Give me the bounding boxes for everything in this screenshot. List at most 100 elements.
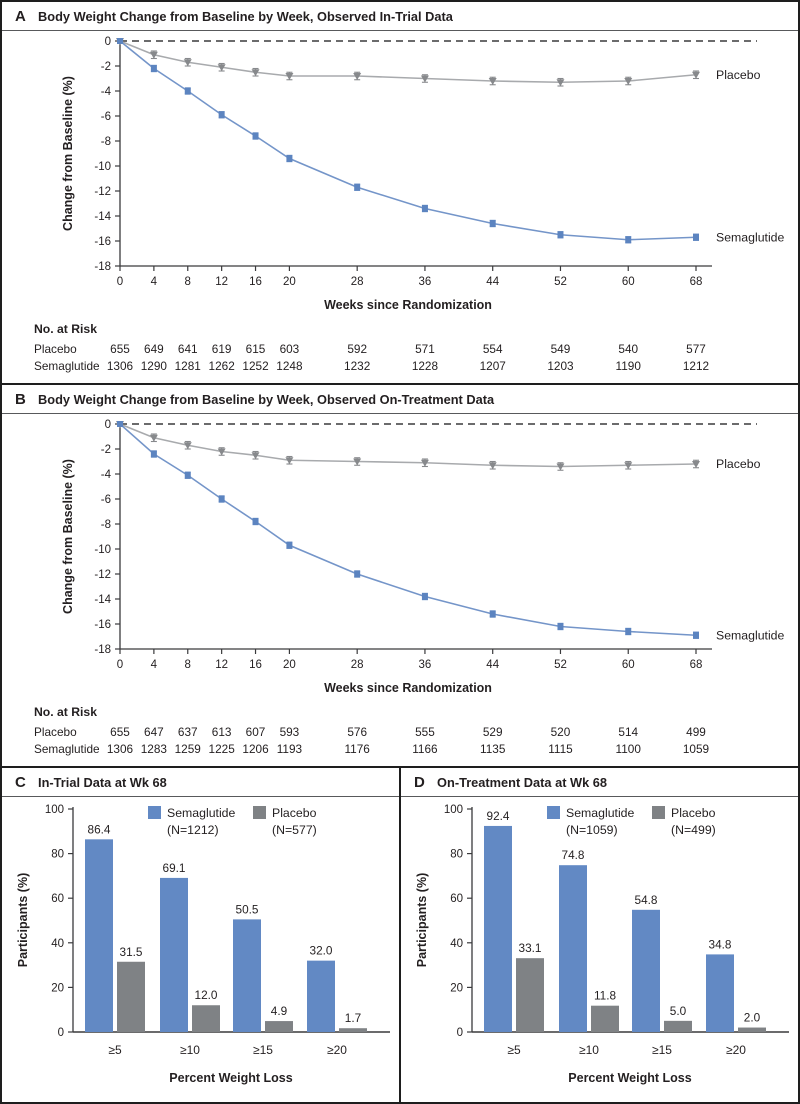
- x-axis-title: Weeks since Randomization: [324, 681, 492, 695]
- x-tick-label: 44: [486, 276, 499, 288]
- x-axis-title: Percent Weight Loss: [568, 1071, 691, 1085]
- risk-value: 540: [618, 342, 638, 356]
- semaglutide-bar: [160, 878, 188, 1032]
- y-tick-label: -16: [94, 236, 111, 248]
- y-tick-label: 20: [450, 982, 463, 994]
- semaglutide-marker: [490, 611, 496, 617]
- bottom-row: C In-Trial Data at Wk 68 02040608010086.…: [2, 768, 798, 1102]
- semaglutide-marker: [219, 496, 225, 502]
- risk-value: 1283: [141, 742, 168, 756]
- risk-value: 613: [212, 725, 232, 739]
- legend-placebo-swatch: [253, 806, 266, 819]
- risk-value: 655: [110, 725, 130, 739]
- y-tick-label: -6: [101, 111, 111, 123]
- y-axis-title: Participants (%): [16, 873, 30, 967]
- y-tick-label: 80: [51, 849, 64, 861]
- panel-d-title-text: On-Treatment Data at Wk 68: [437, 775, 607, 790]
- semaglutide-marker: [625, 629, 631, 635]
- x-tick-label: 28: [351, 659, 364, 671]
- y-tick-label: 80: [450, 849, 463, 861]
- risk-table-header: No. at Risk: [34, 705, 97, 719]
- category-label: ≥20: [726, 1043, 746, 1057]
- x-tick-label: 44: [486, 659, 499, 671]
- y-tick-label: -2: [101, 444, 111, 456]
- risk-value: 1190: [616, 359, 642, 373]
- legend-semaglutide-swatch: [547, 806, 560, 819]
- risk-value: 593: [280, 725, 300, 739]
- legend-semaglutide-n: (N=1059): [566, 823, 618, 837]
- risk-value: 1306: [107, 742, 134, 756]
- category-label: ≥5: [507, 1043, 521, 1057]
- risk-value: 637: [178, 725, 198, 739]
- placebo-bar: [265, 1021, 293, 1032]
- placebo-series-line: [120, 424, 696, 467]
- placebo-bar: [591, 1006, 619, 1032]
- risk-value: 1248: [276, 359, 303, 373]
- x-tick-label: 52: [554, 276, 567, 288]
- legend-placebo-name: Placebo: [272, 806, 317, 820]
- x-tick-label: 52: [554, 659, 567, 671]
- category-label: ≥15: [253, 1043, 273, 1057]
- semaglutide-marker: [625, 237, 631, 243]
- placebo-series-label: Placebo: [716, 68, 761, 82]
- risk-value: 1115: [548, 742, 573, 756]
- legend-semaglutide-name: Semaglutide: [167, 806, 236, 820]
- semaglutide-bar: [85, 839, 113, 1032]
- semaglutide-marker: [117, 421, 123, 427]
- x-tick-label: 68: [690, 659, 703, 671]
- risk-value: 1176: [344, 742, 370, 756]
- placebo-bar: [664, 1021, 692, 1032]
- risk-value: 592: [347, 342, 367, 356]
- placebo-bar-value: 4.9: [271, 1004, 287, 1018]
- x-tick-label: 36: [419, 659, 432, 671]
- panel-b-title-text: Body Weight Change from Baseline by Week…: [38, 392, 494, 407]
- y-tick-label: 40: [51, 938, 64, 950]
- risk-value: 1203: [547, 359, 574, 373]
- risk-value: 1306: [107, 359, 134, 373]
- x-tick-label: 4: [151, 659, 158, 671]
- risk-value: 1290: [141, 359, 168, 373]
- panel-a: A Body Weight Change from Baseline by We…: [2, 2, 798, 385]
- panel-a-title-bar: A Body Weight Change from Baseline by We…: [2, 2, 798, 31]
- semaglutide-marker: [354, 571, 360, 577]
- category-label: ≥10: [180, 1043, 200, 1057]
- panel-c: C In-Trial Data at Wk 68 02040608010086.…: [2, 768, 401, 1102]
- y-axis-title: Participants (%): [415, 873, 429, 967]
- panel-b: B Body Weight Change from Baseline by We…: [2, 385, 798, 768]
- y-tick-label: -4: [101, 469, 112, 481]
- semaglutide-marker: [286, 542, 292, 548]
- x-tick-label: 68: [690, 276, 703, 288]
- bar-chart-in-trial-wk68: 02040608010086.431.5≥569.112.0≥1050.54.9…: [2, 797, 399, 1100]
- semaglutide-marker: [286, 156, 292, 162]
- semaglutide-marker: [185, 88, 191, 94]
- y-tick-label: 60: [450, 893, 463, 905]
- y-tick-label: -16: [94, 619, 111, 631]
- legend-placebo-name: Placebo: [671, 806, 716, 820]
- x-tick-label: 16: [249, 659, 262, 671]
- risk-value: 1281: [175, 359, 201, 373]
- panel-c-title-bar: C In-Trial Data at Wk 68: [2, 768, 399, 797]
- risk-table-header: No. at Risk: [34, 322, 97, 336]
- semaglutide-bar-value: 92.4: [487, 809, 510, 823]
- risk-value: 607: [246, 725, 266, 739]
- risk-value: 1206: [242, 742, 269, 756]
- clinical-trial-figure: A Body Weight Change from Baseline by We…: [0, 0, 800, 1104]
- semaglutide-bar: [307, 961, 335, 1032]
- panel-d: D On-Treatment Data at Wk 68 02040608010…: [401, 768, 798, 1102]
- semaglutide-bar-value: 34.8: [709, 937, 732, 951]
- risk-row-label: Semaglutide: [34, 742, 100, 756]
- y-tick-label: -12: [94, 186, 111, 198]
- risk-value: 554: [483, 342, 503, 356]
- placebo-series-label: Placebo: [716, 457, 761, 471]
- panel-c-letter: C: [15, 774, 26, 791]
- x-axis-title: Weeks since Randomization: [324, 298, 492, 312]
- semaglutide-bar: [233, 919, 261, 1032]
- placebo-series-line: [120, 41, 696, 82]
- risk-value: 1259: [175, 742, 201, 756]
- y-tick-label: 60: [51, 893, 64, 905]
- risk-value: 1059: [683, 742, 709, 756]
- x-tick-label: 20: [283, 659, 296, 671]
- risk-value: 1100: [616, 742, 642, 756]
- y-tick-label: -2: [101, 61, 111, 73]
- risk-value: 647: [144, 725, 164, 739]
